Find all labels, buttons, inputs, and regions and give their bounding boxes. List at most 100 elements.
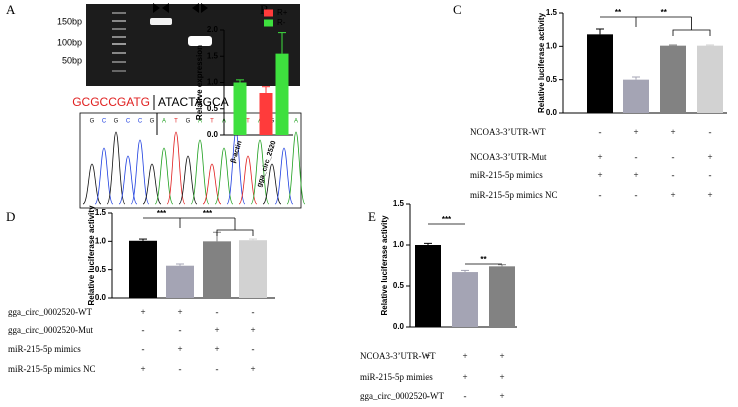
base-letter: T — [246, 119, 250, 125]
y-tick-label: 1.0 — [393, 240, 405, 249]
condition-sign: - — [142, 325, 145, 335]
trace-peak — [130, 139, 150, 205]
condition-sign: - — [252, 307, 255, 317]
error-bar — [596, 28, 604, 35]
base-letter: T — [210, 119, 214, 125]
y-tick-label: 0.0 — [95, 293, 107, 302]
trace-peak — [106, 131, 126, 205]
condition-sign: - — [464, 391, 467, 401]
error-bar — [278, 32, 286, 54]
y-tick-label: 0.0 — [207, 130, 219, 139]
trace-peak — [214, 147, 234, 205]
trace-peak — [274, 147, 294, 205]
condition-sign: + — [177, 307, 182, 317]
y-tick-label: 0.5 — [95, 265, 107, 274]
significance: ** — [661, 8, 668, 17]
significance: ** — [615, 8, 622, 17]
trace-peak — [190, 139, 210, 205]
condition-sign: + — [462, 351, 467, 361]
trace-peak — [178, 155, 198, 205]
y-tick-label: 1.5 — [546, 8, 558, 17]
y-tick-label: 1.0 — [207, 78, 219, 87]
bar — [166, 265, 194, 298]
error-bar — [249, 238, 257, 241]
y-tick-label: 0.5 — [546, 75, 558, 84]
condition-label: miR-215-5p mimics — [360, 372, 433, 382]
legend-label: R+ — [277, 8, 288, 17]
y-axis-label: Relative luciferase activity — [380, 215, 389, 316]
base-letter: C — [126, 119, 131, 125]
y-tick-label: 1.0 — [546, 41, 558, 50]
condition-label: miR-215-5p mimics — [470, 170, 543, 180]
y-tick-label: 2.0 — [207, 25, 219, 34]
condition-sign: + — [140, 307, 145, 317]
error-bar — [498, 264, 506, 267]
condition-sign: + — [499, 351, 504, 361]
condition-sign: - — [599, 190, 602, 200]
error-bar — [461, 269, 469, 273]
bar — [489, 266, 515, 327]
error-bar — [669, 44, 677, 46]
trace-peak — [202, 163, 222, 205]
base-letter: G — [90, 119, 95, 125]
condition-sign: - — [216, 307, 219, 317]
bar — [660, 45, 686, 113]
panel-label: B — [260, 2, 269, 17]
trace-peak — [142, 163, 162, 205]
significance: *** — [442, 215, 452, 224]
y-tick-label: 1.5 — [95, 208, 107, 217]
condition-sign: + — [670, 127, 675, 137]
condition-sign: + — [250, 364, 255, 374]
condition-label: NCOA3-3’UTR-WT — [360, 351, 436, 361]
y-axis-label: Relative luciferase activity — [87, 205, 96, 306]
legend-swatch — [264, 9, 273, 17]
band-markers — [153, 3, 208, 13]
x-tick-label: gga_circ_2520 — [256, 140, 278, 188]
ladder-label: 50bp — [62, 55, 82, 65]
base-letter: T — [174, 119, 178, 125]
condition-label: NCOA3-3’UTR-WT — [470, 127, 546, 137]
bar — [697, 45, 723, 113]
error-bar — [632, 76, 640, 80]
trace-peak — [154, 147, 174, 205]
significance: *** — [203, 209, 213, 218]
y-axis-label: Relative luciferase activity — [537, 12, 546, 113]
condition-sign: + — [597, 170, 602, 180]
error-bar — [262, 86, 270, 93]
condition-sign: + — [214, 325, 219, 335]
condition-sign: - — [427, 391, 430, 401]
condition-sign: + — [462, 372, 467, 382]
ladder-label: 150bp — [57, 16, 82, 26]
x-tick-label: β-actin — [230, 140, 244, 164]
condition-sign: - — [599, 127, 602, 137]
trace-peak — [250, 139, 270, 205]
condition-sign: - — [635, 190, 638, 200]
bar — [623, 79, 649, 113]
condition-sign: + — [499, 372, 504, 382]
condition-sign: + — [670, 190, 675, 200]
legend-swatch — [264, 19, 273, 27]
bracket — [216, 218, 254, 236]
ladder-label: 100bp — [57, 37, 82, 47]
condition-sign: + — [707, 152, 712, 162]
error-bar — [176, 263, 184, 266]
condition-sign: - — [427, 372, 430, 382]
y-tick-label: 0.0 — [393, 322, 405, 331]
panel-label: A — [6, 2, 16, 17]
trace-peak — [94, 147, 114, 205]
bar — [233, 82, 247, 135]
condition-sign: + — [633, 170, 638, 180]
y-tick-label: 0.5 — [207, 104, 219, 113]
base-letter: A — [198, 119, 202, 125]
base-letter: A — [162, 119, 166, 125]
condition-sign: - — [709, 127, 712, 137]
panel-label: E — [368, 209, 376, 224]
condition-sign: - — [142, 344, 145, 354]
condition-label: NCOA3-3’UTR-Mut — [470, 152, 547, 162]
condition-sign: + — [425, 351, 430, 361]
condition-sign: + — [499, 391, 504, 401]
chromatogram — [79, 112, 302, 209]
condition-sign: + — [214, 344, 219, 354]
condition-sign: - — [672, 152, 675, 162]
